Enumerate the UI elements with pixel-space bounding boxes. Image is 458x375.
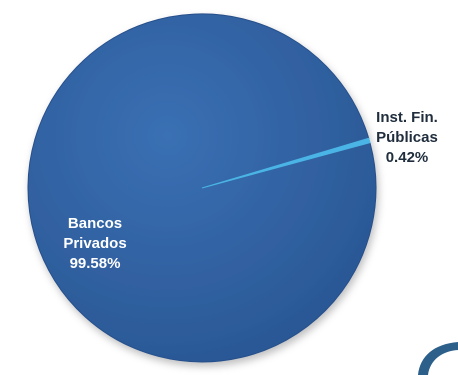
slice-label-line: Privados (63, 235, 127, 252)
slice-label-line: Públicas (376, 129, 438, 146)
curved-swoosh-logo-icon (418, 342, 458, 375)
slice-label-bancos-privados: Bancos Privados 99.58% (40, 214, 150, 274)
slice-label-line: Bancos (67, 215, 123, 232)
slice-label-inst-fin-publicas: Inst. Fin. Públicas 0.42% (362, 108, 452, 168)
slice-label-line: Inst. Fin. (376, 109, 438, 126)
slice-value-label: 99.58% (69, 255, 121, 272)
slice-value-label: 0.42% (385, 149, 429, 166)
pie-slices (27, 13, 377, 363)
pie-slice-1 (201, 137, 371, 189)
